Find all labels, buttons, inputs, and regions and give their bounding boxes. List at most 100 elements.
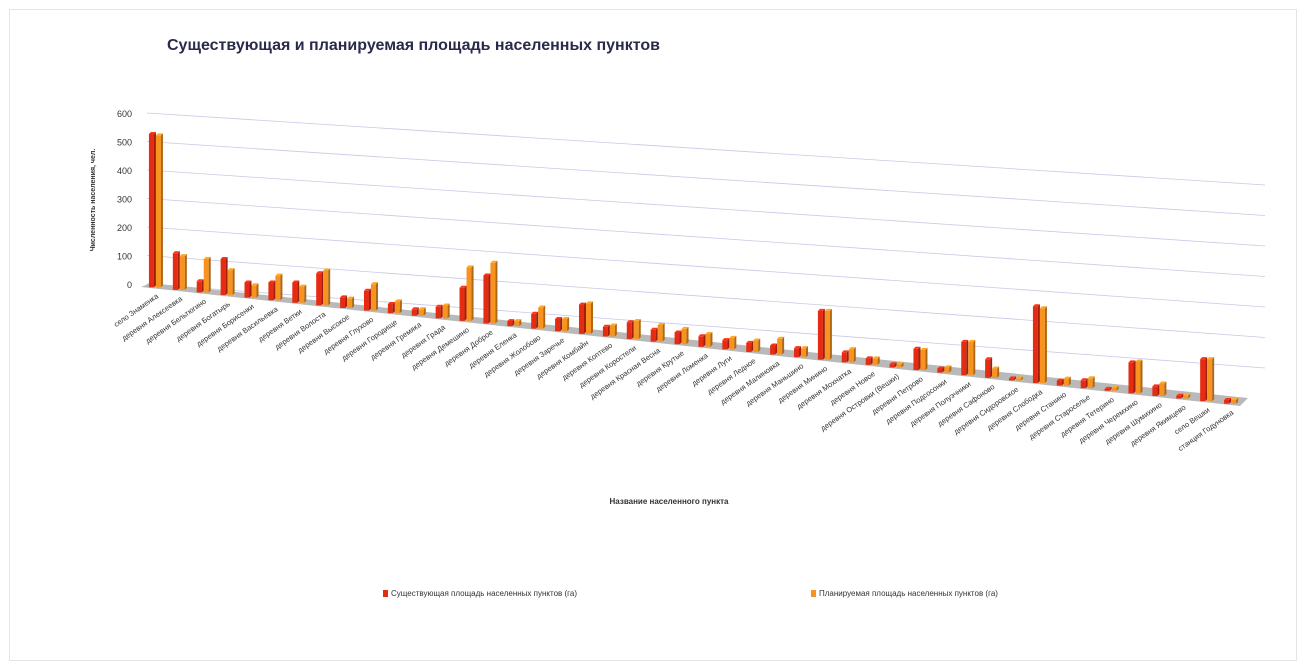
bar-top	[363, 288, 371, 291]
bar-side	[727, 338, 730, 350]
bar	[913, 348, 919, 371]
bar	[155, 135, 161, 288]
bar	[872, 358, 878, 365]
bar-top	[196, 279, 204, 282]
bar	[340, 297, 346, 308]
bar	[1231, 400, 1237, 404]
bar	[889, 364, 895, 368]
bar-side	[1133, 360, 1136, 394]
legend-swatch-existing	[383, 590, 388, 597]
bar	[865, 358, 871, 365]
gridline	[146, 112, 1266, 186]
bar-top	[848, 347, 856, 350]
bar-side	[232, 268, 235, 296]
bar-side	[160, 133, 163, 288]
bar-side	[734, 335, 737, 350]
bar	[1111, 387, 1117, 391]
legend-label-existing: Существующая площадь населенных пунктов …	[391, 589, 578, 598]
bar	[729, 337, 735, 350]
bar-side	[829, 308, 832, 360]
bar-top	[555, 316, 563, 319]
bar-top	[865, 356, 873, 359]
bar-side	[679, 330, 682, 345]
bar-top	[992, 366, 1000, 369]
bar-top	[889, 362, 897, 365]
bar-side	[590, 301, 593, 334]
bar	[1009, 378, 1015, 381]
bar	[578, 304, 584, 334]
y-tick-label: 500	[117, 138, 132, 148]
bar-side	[775, 343, 778, 355]
bar-top	[1183, 393, 1191, 396]
bar-top	[347, 296, 355, 299]
bar-side	[1109, 386, 1112, 391]
bar-side	[375, 282, 378, 311]
bar-top	[1207, 357, 1215, 360]
bar	[698, 336, 704, 347]
bar	[1224, 400, 1230, 404]
bar	[1032, 306, 1038, 384]
bar-top	[1039, 306, 1047, 309]
legend-item-existing[interactable]: Существующая площадь населенных пунктов …	[383, 589, 577, 598]
bar-side	[201, 279, 204, 293]
bar-side	[567, 316, 570, 332]
bar-side	[1188, 393, 1191, 399]
bar	[196, 281, 202, 293]
bar-top	[746, 340, 754, 343]
bar-top	[490, 260, 498, 263]
bar	[961, 341, 967, 376]
legend-item-planned[interactable]: Планируемая площадь населенных пунктов (…	[811, 589, 998, 598]
bar-side	[304, 284, 307, 303]
bar-top	[387, 302, 395, 305]
bar-side	[853, 347, 856, 363]
bar	[148, 133, 154, 288]
bar-top	[394, 299, 402, 302]
bar-top	[913, 346, 921, 349]
bar-top	[968, 339, 976, 342]
bar	[292, 282, 298, 303]
bar-top	[268, 280, 276, 283]
bar-top	[1231, 398, 1239, 401]
bar-side	[942, 366, 945, 373]
bar-side	[495, 260, 498, 324]
bar	[824, 310, 830, 360]
bar	[944, 367, 950, 373]
bar-top	[466, 265, 474, 268]
bar-top	[585, 301, 593, 304]
bar	[1159, 383, 1165, 396]
bar-top	[824, 308, 832, 311]
bar-side	[782, 336, 785, 355]
bar-top	[650, 327, 658, 330]
bar	[363, 290, 369, 311]
bar	[602, 326, 608, 337]
bar-top	[418, 307, 426, 310]
bar	[251, 285, 257, 298]
bar	[370, 284, 376, 311]
bar	[1200, 359, 1206, 402]
bar	[538, 307, 544, 329]
bar-side	[1164, 381, 1167, 396]
bar-top	[227, 268, 235, 271]
bar	[992, 368, 998, 378]
bar	[985, 359, 991, 378]
bar-top	[1128, 360, 1136, 363]
bar-side	[822, 308, 825, 360]
gridline	[146, 255, 1266, 338]
bar-top	[459, 285, 467, 288]
bar	[244, 282, 250, 298]
bar-side	[990, 357, 993, 378]
bar-top	[244, 280, 252, 283]
bar-side	[297, 280, 300, 303]
bar-side	[1092, 376, 1095, 389]
bar-top	[777, 336, 785, 339]
legend-swatch-planned	[811, 590, 816, 597]
bar-top	[483, 273, 491, 276]
bar-side	[583, 302, 586, 334]
bar-side	[392, 302, 395, 314]
bar-side	[638, 319, 641, 340]
bar-top	[203, 256, 211, 259]
bar-top	[148, 131, 156, 134]
bar	[1056, 380, 1062, 386]
bar-side	[321, 271, 324, 306]
